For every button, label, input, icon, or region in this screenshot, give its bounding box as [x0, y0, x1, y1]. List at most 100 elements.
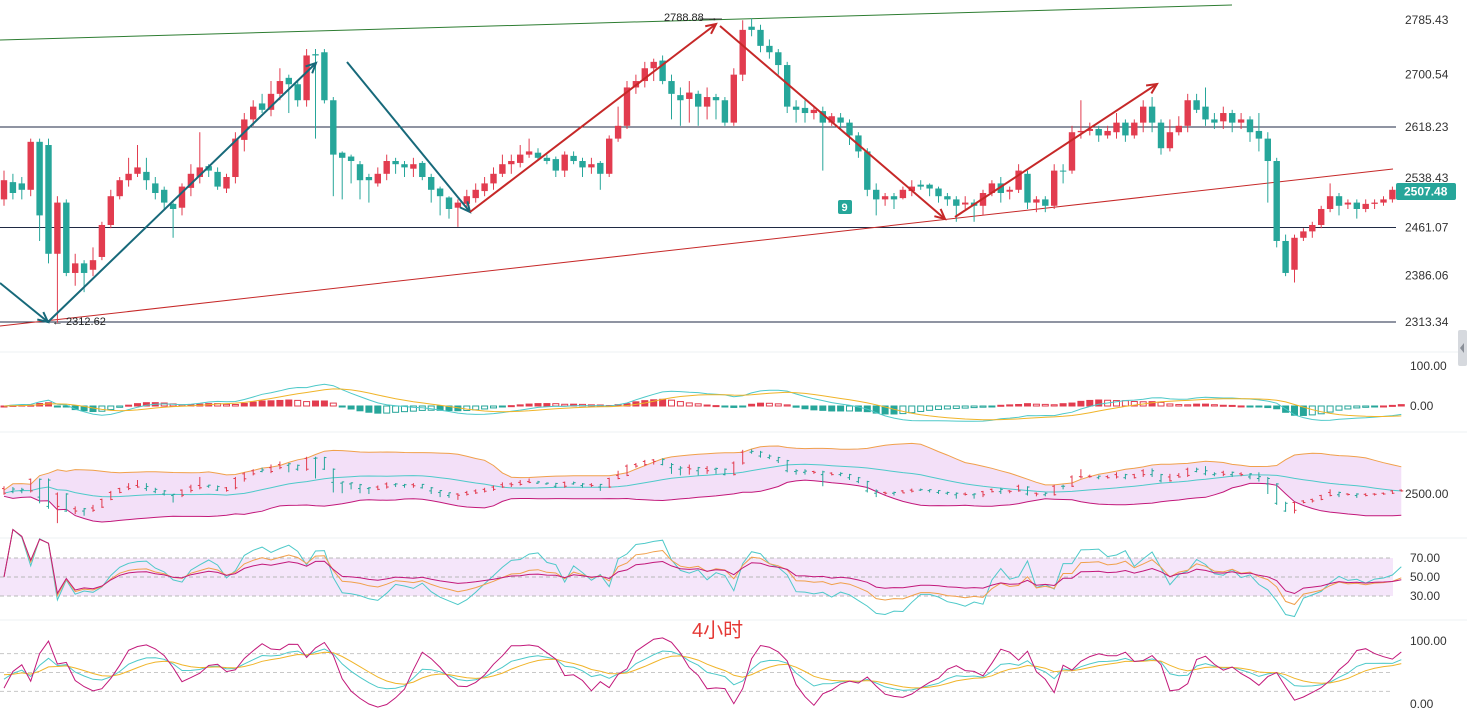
candle-body — [303, 55, 310, 101]
macd-bar — [926, 405, 934, 411]
candle-body — [881, 196, 889, 200]
price-tick-label: 2538.43 — [1405, 171, 1449, 185]
macd-bar — [997, 404, 1005, 407]
candle-body — [1326, 196, 1334, 209]
macd-bar — [703, 404, 711, 407]
candle-body — [1068, 132, 1076, 171]
candle-body — [695, 93, 702, 107]
macd-bar — [303, 401, 311, 407]
candle-body — [0, 180, 8, 200]
macd-bar — [1050, 404, 1058, 407]
macd-bar — [561, 403, 569, 407]
macd-dif-line — [3, 383, 1402, 422]
price-tick-label: 2618.23 — [1405, 120, 1449, 134]
macd-bar — [1202, 403, 1209, 407]
macd-bar — [365, 405, 373, 413]
candle-body — [401, 164, 408, 168]
candle-body — [89, 260, 97, 270]
candle-body — [1380, 199, 1387, 203]
candle-body — [1362, 203, 1369, 209]
macd-bar — [917, 405, 925, 412]
candle-body — [339, 152, 346, 158]
candle-body — [63, 202, 70, 273]
candle-body — [1255, 130, 1263, 139]
candle-body — [917, 184, 924, 187]
macd-tick-label: 100.00 — [1410, 359, 1447, 373]
scroll-handle[interactable] — [1458, 330, 1467, 366]
boll-tick-label: 2500.00 — [1405, 487, 1449, 501]
candle-body — [490, 173, 497, 184]
candle-body — [312, 54, 319, 56]
sequential-nine-marker: 9 — [838, 200, 852, 214]
upper-trend-line — [0, 4, 1233, 41]
candle-body — [392, 161, 399, 165]
candle-body — [543, 157, 551, 162]
macd-bar — [1353, 405, 1361, 409]
macd-bar — [107, 405, 115, 411]
chevron-left-icon — [1460, 343, 1464, 353]
macd-bar — [1210, 404, 1218, 407]
candle-body — [1059, 170, 1067, 172]
candle-body — [908, 186, 915, 192]
candle-body — [579, 161, 586, 168]
candle-body — [899, 189, 907, 199]
macd-bar — [1219, 404, 1227, 407]
candle-body — [1051, 170, 1058, 206]
macd-bar — [125, 404, 133, 407]
candle-body — [810, 109, 818, 114]
rsi-tick-label: 70.00 — [1410, 551, 1440, 565]
macd-bar — [739, 405, 747, 408]
candle-body — [1104, 130, 1111, 136]
macd-bar — [819, 405, 827, 411]
candle-body — [1309, 224, 1316, 232]
candle-body — [641, 68, 648, 82]
candle-body — [161, 189, 168, 203]
candle-body — [623, 87, 631, 126]
macd-bar — [490, 405, 497, 409]
candle-body — [36, 141, 43, 216]
candle-body — [508, 161, 515, 165]
price-tick-label: 2461.07 — [1405, 220, 1449, 234]
candle-body — [561, 154, 568, 171]
macd-bar — [1344, 405, 1352, 410]
macd-bar — [979, 405, 987, 408]
candle-body — [321, 52, 328, 101]
candle-body — [436, 188, 444, 197]
candle-body — [383, 161, 390, 174]
candle-body — [347, 156, 355, 162]
current-price-marker: 2507.48 — [1396, 183, 1456, 200]
candle-body — [1282, 240, 1289, 273]
candle-body — [187, 173, 195, 188]
price-tick-label: 2313.34 — [1405, 315, 1449, 329]
candle-body — [1024, 173, 1031, 203]
macd-bar — [757, 402, 764, 407]
candle-body — [98, 224, 106, 257]
candle-body — [419, 162, 426, 178]
candle-body — [445, 197, 453, 209]
pane-separators — [0, 351, 1467, 621]
macd-bar — [943, 405, 951, 410]
price-tick-label: 2785.43 — [1405, 13, 1449, 27]
horizontal-levels — [0, 126, 1396, 323]
macd-bar — [507, 405, 515, 408]
candle-body — [748, 26, 755, 30]
macd-bar — [534, 403, 542, 407]
candle-body — [80, 263, 88, 273]
wave-arrow-head — [934, 208, 947, 221]
candle-body — [276, 81, 284, 94]
macd-bar — [810, 405, 818, 411]
candle-body — [454, 202, 462, 208]
macd-bar — [774, 403, 782, 407]
macd-bar — [320, 400, 328, 407]
candle-body — [1113, 122, 1120, 133]
macd-bar — [765, 402, 773, 407]
macd-bar — [223, 403, 230, 407]
macd-bar — [685, 402, 693, 407]
macd-bar — [846, 405, 853, 412]
macd-bar — [935, 405, 942, 410]
candle-body — [258, 103, 266, 110]
macd-bar — [1237, 405, 1245, 408]
macd-bar — [1059, 403, 1067, 407]
